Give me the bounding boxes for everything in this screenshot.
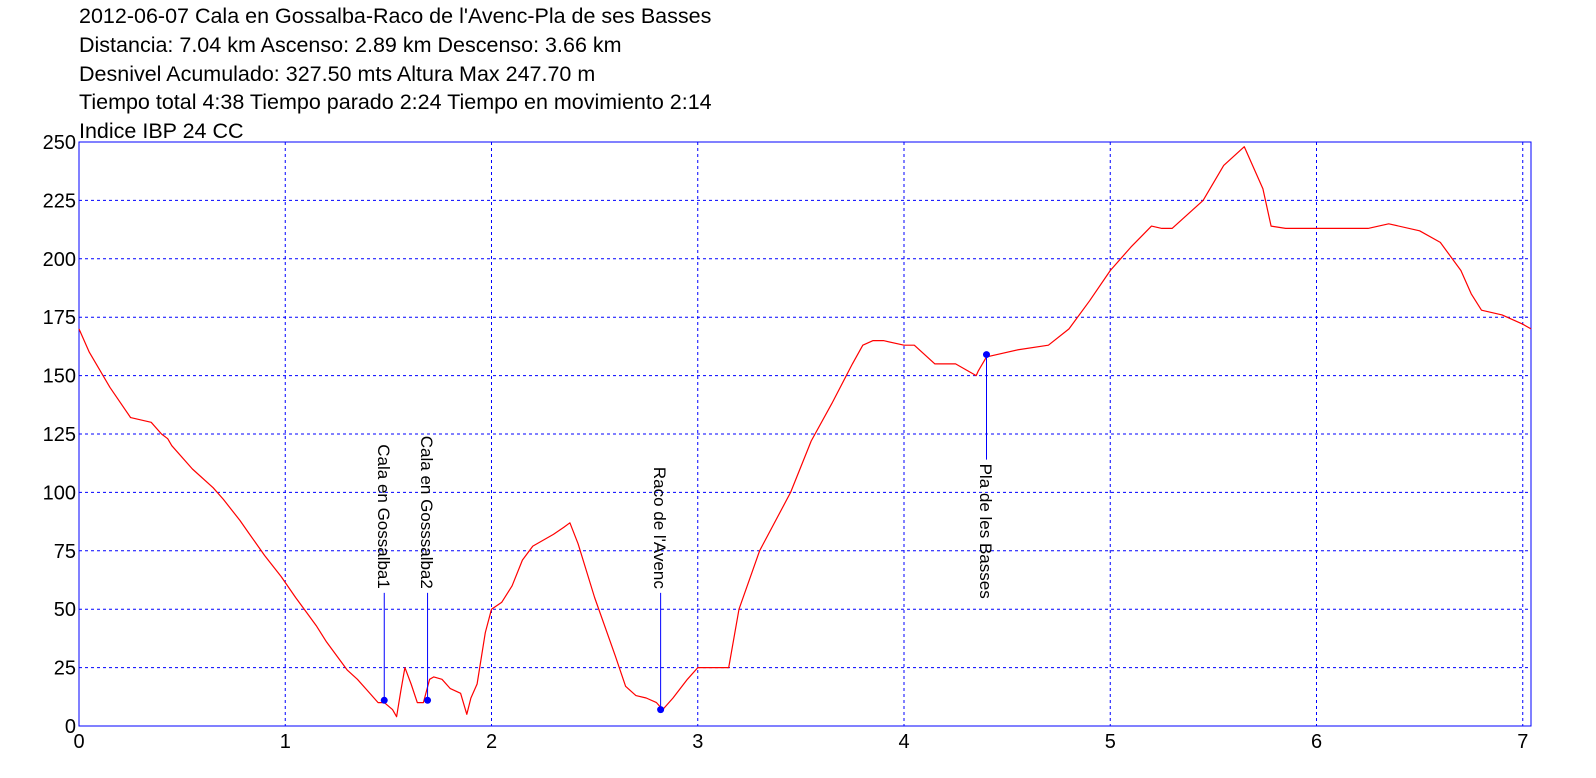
x-tick-label: 3	[692, 731, 703, 753]
distance-summary: Distancia: 7.04 km Ascenso: 2.89 km Desc…	[79, 32, 622, 57]
y-tick-label: 175	[43, 307, 76, 329]
x-tick-label: 1	[280, 731, 291, 753]
ibp-index: Indice IBP 24 CC	[79, 119, 244, 144]
waypoint-dot	[983, 351, 990, 359]
x-tick-label: 0	[73, 731, 84, 753]
waypoint-marker: Raco de l'Avenc	[650, 467, 669, 714]
waypoint-label: Raco de l'Avenc	[650, 467, 669, 590]
waypoint-dot	[424, 696, 432, 704]
elevation-summary: Desnivel Acumulado: 327.50 mts Altura Ma…	[79, 61, 596, 86]
time-summary: Tiempo total 4:38 Tiempo parado 2:24 Tie…	[79, 90, 712, 115]
y-tick-label: 25	[54, 658, 76, 680]
waypoint-dot	[380, 696, 388, 704]
waypoint-label: Cala en Gossalba1	[374, 444, 393, 589]
waypoint-marker: Cala en Gosssalba2	[417, 436, 436, 704]
y-tick-label: 125	[43, 424, 76, 446]
y-tick-label: 200	[43, 249, 76, 271]
waypoint-markers: Cala en Gossalba1 Cala en Gosssalba2 Raco …	[374, 351, 995, 714]
waypoint-marker: Cala en Gossalba1	[374, 444, 393, 704]
chart-title: 2012-06-07 Cala en Gossalba-Raco de l'Av…	[79, 4, 712, 28]
x-tick-label: 4	[898, 731, 909, 753]
y-tick-label: 250	[43, 132, 76, 154]
x-tick-label: 5	[1105, 731, 1116, 753]
elevation-profile-line	[78, 146, 1532, 718]
plot-frame	[78, 141, 1532, 727]
x-tick-label: 2	[486, 731, 497, 753]
y-tick-label: 100	[43, 482, 76, 504]
grid	[79, 142, 1531, 726]
y-tick-label: 150	[43, 366, 76, 388]
waypoint-label: Pla de les Basses	[976, 464, 995, 599]
y-tick-label: 75	[54, 541, 76, 563]
waypoint-label: Cala en Gosssalba2	[417, 436, 436, 589]
x-tick-label: 6	[1311, 731, 1322, 753]
chart-header: 2012-06-07 Cala en Gossalba-Raco de l'Av…	[79, 2, 712, 146]
axis-ticks: 0 1 2 3 4 5 6 7 0 25 50 75 100 125 150 175 200 225 250	[43, 132, 1529, 753]
waypoint-marker: Pla de les Basses	[976, 351, 995, 599]
y-tick-label: 0	[65, 716, 76, 738]
x-tick-label: 7	[1517, 731, 1528, 753]
waypoint-dot	[657, 706, 665, 714]
y-tick-label: 225	[43, 190, 76, 212]
y-tick-label: 50	[54, 599, 76, 621]
